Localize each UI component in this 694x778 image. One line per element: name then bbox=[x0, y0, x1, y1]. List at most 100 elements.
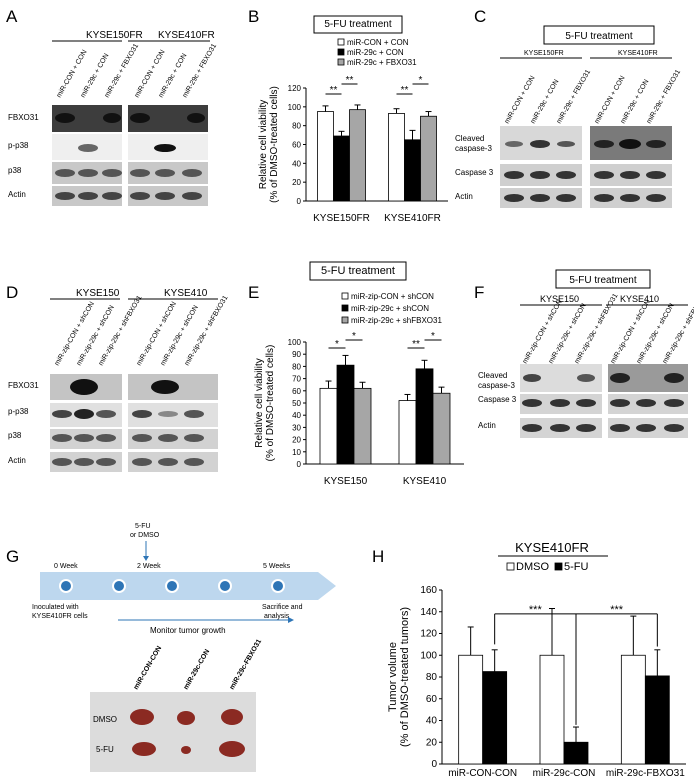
y-tick-label: 20 bbox=[292, 178, 301, 187]
panel-letter-b: B bbox=[248, 7, 259, 26]
chart-title: KYSE410FR bbox=[515, 540, 589, 555]
panel-c-blot: 5-FU treatment KYSE150FR KYSE410FR miR-C… bbox=[455, 25, 682, 208]
timeline-dot-1 bbox=[59, 579, 73, 593]
tumor-row-dmso: DMSO bbox=[93, 715, 117, 724]
y-tick-label: 160 bbox=[420, 585, 437, 596]
significance-label: ** bbox=[401, 85, 409, 96]
blot-a-row-p38: p38 bbox=[8, 166, 22, 175]
y-tick-label: 140 bbox=[420, 607, 437, 618]
blot-a-row-actin: Actin bbox=[8, 190, 26, 199]
y-tick-label: 20 bbox=[292, 436, 301, 445]
legend-label: DMSO bbox=[516, 561, 549, 573]
panel-letter-g: G bbox=[6, 547, 19, 566]
tumor-col-1: miR-CON-CON bbox=[133, 645, 164, 691]
legend-label: miR-zip-29c + shFBXO31 bbox=[351, 316, 442, 325]
y-tick-label: 70 bbox=[292, 375, 301, 384]
legend-label: miR-29c + FBXO31 bbox=[347, 58, 417, 67]
blot-f-group-1: KYSE150 bbox=[540, 294, 579, 304]
y-tick-label: 100 bbox=[288, 103, 302, 112]
timeline-end-label: Sacrifice and analysis bbox=[262, 604, 303, 620]
legend-swatch bbox=[341, 292, 349, 300]
blot-f-lane-3b: miR-zip-29c + shFBXO31 bbox=[662, 293, 694, 365]
timeline-dot-3 bbox=[165, 579, 179, 593]
y-tick-label: 120 bbox=[420, 629, 437, 640]
blot-a-group-1: KYSE150FR bbox=[86, 30, 143, 41]
significance-label: ** bbox=[346, 75, 354, 86]
y-tick-label: 60 bbox=[292, 141, 301, 150]
panel-d-blot: KYSE150 KYSE410 miR-zip-CON + shCON miR-… bbox=[8, 288, 230, 472]
blot-c-group-1: KYSE150FR bbox=[524, 50, 564, 57]
blot-c-title: 5-FU treatment bbox=[565, 31, 632, 42]
tumor-row-5fu: 5-FU bbox=[96, 745, 114, 754]
blot-c-row-cleaved: Cleaved caspase-3 bbox=[455, 134, 492, 153]
significance-label: ** bbox=[330, 85, 338, 96]
timeline-week-2: 2 Week bbox=[137, 563, 161, 570]
significance-label: *** bbox=[529, 604, 543, 616]
blot-f-row-caspase3: Caspase 3 bbox=[478, 395, 517, 404]
y-tick-label: 40 bbox=[426, 716, 438, 727]
panel-a-blot: KYSE150FR KYSE410FR miR-CON + CON miR-29… bbox=[8, 30, 218, 206]
legend-swatch bbox=[506, 562, 515, 571]
legend-label: miR-zip-CON + shCON bbox=[351, 292, 434, 301]
significance-label: ** bbox=[412, 339, 420, 350]
x-category-label: miR-CON-CON bbox=[448, 768, 517, 778]
bar bbox=[349, 109, 366, 202]
significance-label: * bbox=[335, 339, 339, 350]
tumor-5fu-2 bbox=[181, 746, 191, 754]
bar bbox=[317, 111, 334, 202]
blot-f-row-cleaved: Cleaved caspase-3 bbox=[478, 371, 515, 390]
panel-letter-e: E bbox=[248, 283, 259, 302]
legend-swatch bbox=[337, 38, 345, 46]
y-axis-label: Relative cell viability(% of DMSO-treate… bbox=[254, 345, 276, 462]
blot-d-row-actin: Actin bbox=[8, 456, 26, 465]
timeline-arrow bbox=[40, 572, 336, 600]
x-category-label: miR-29c-FBXO31 bbox=[606, 768, 685, 778]
bar bbox=[353, 387, 372, 465]
timeline-monitor-label: Monitor tumor growth bbox=[150, 626, 226, 635]
bar bbox=[415, 368, 434, 465]
y-tick-label: 60 bbox=[292, 387, 301, 396]
y-tick-label: 80 bbox=[426, 672, 438, 683]
timeline-treatment-label: 5-FU or DMSO bbox=[130, 523, 160, 539]
bar bbox=[333, 135, 350, 202]
y-tick-label: 30 bbox=[292, 423, 301, 432]
tumor-col-2: miR-29c-CON bbox=[183, 648, 212, 691]
bar bbox=[336, 364, 355, 465]
bar bbox=[644, 675, 670, 765]
x-category-label: miR-29c-CON bbox=[533, 768, 596, 778]
significance-label: * bbox=[431, 331, 435, 342]
x-category-label: KYSE150 bbox=[324, 476, 368, 487]
blot-d-group-1: KYSE150 bbox=[76, 288, 120, 299]
blot-c-lane-2a: miR-29c + CON bbox=[530, 79, 561, 125]
blot-a-lane-3b: miR-29c + FBXO31 bbox=[182, 43, 219, 99]
legend-label: miR-29c + CON bbox=[347, 48, 404, 57]
panel-letter-c: C bbox=[474, 7, 486, 26]
bar bbox=[388, 113, 405, 202]
bar bbox=[420, 115, 437, 202]
blot-c-row-actin: Actin bbox=[455, 192, 473, 201]
chart-title: 5-FU treatment bbox=[324, 19, 391, 30]
panel-f-blot: 5-FU treatment KYSE150 KYSE410 miR-zip-C… bbox=[478, 269, 694, 438]
chart-e: 5-FU treatment 0 10 20 30 40 50 60 70 80 90 100 Rela… bbox=[254, 261, 464, 487]
y-tick-label: 90 bbox=[292, 350, 301, 359]
y-tick-label: 10 bbox=[292, 448, 301, 457]
blot-a-group-2: KYSE410FR bbox=[158, 30, 215, 41]
timeline-dot-4 bbox=[218, 579, 232, 593]
blot-a-row-pp38: p-p38 bbox=[8, 141, 29, 150]
legend-swatch bbox=[337, 48, 345, 56]
y-tick-label: 40 bbox=[292, 159, 301, 168]
panel-letter-a: A bbox=[6, 7, 18, 26]
tumor-dmso-2 bbox=[177, 711, 195, 725]
panel-g-schematic: 5-FU or DMSO 0 Week 2 Week 5 Weeks Inocul… bbox=[32, 523, 336, 772]
x-category-label: KYSE150FR bbox=[313, 213, 370, 224]
tumor-dmso-3 bbox=[221, 709, 243, 725]
chart-title-box bbox=[309, 261, 407, 281]
timeline-week-5: 5 Weeks bbox=[263, 563, 291, 570]
blot-d-group-2: KYSE410 bbox=[164, 288, 208, 299]
y-tick-label: 100 bbox=[420, 650, 437, 661]
panel-letter-d: D bbox=[6, 283, 18, 302]
legend-swatch bbox=[341, 304, 349, 312]
significance-label: * bbox=[419, 75, 423, 86]
timeline-week-0: 0 Week bbox=[54, 563, 78, 570]
blot-c-group-2: KYSE410FR bbox=[618, 50, 658, 57]
